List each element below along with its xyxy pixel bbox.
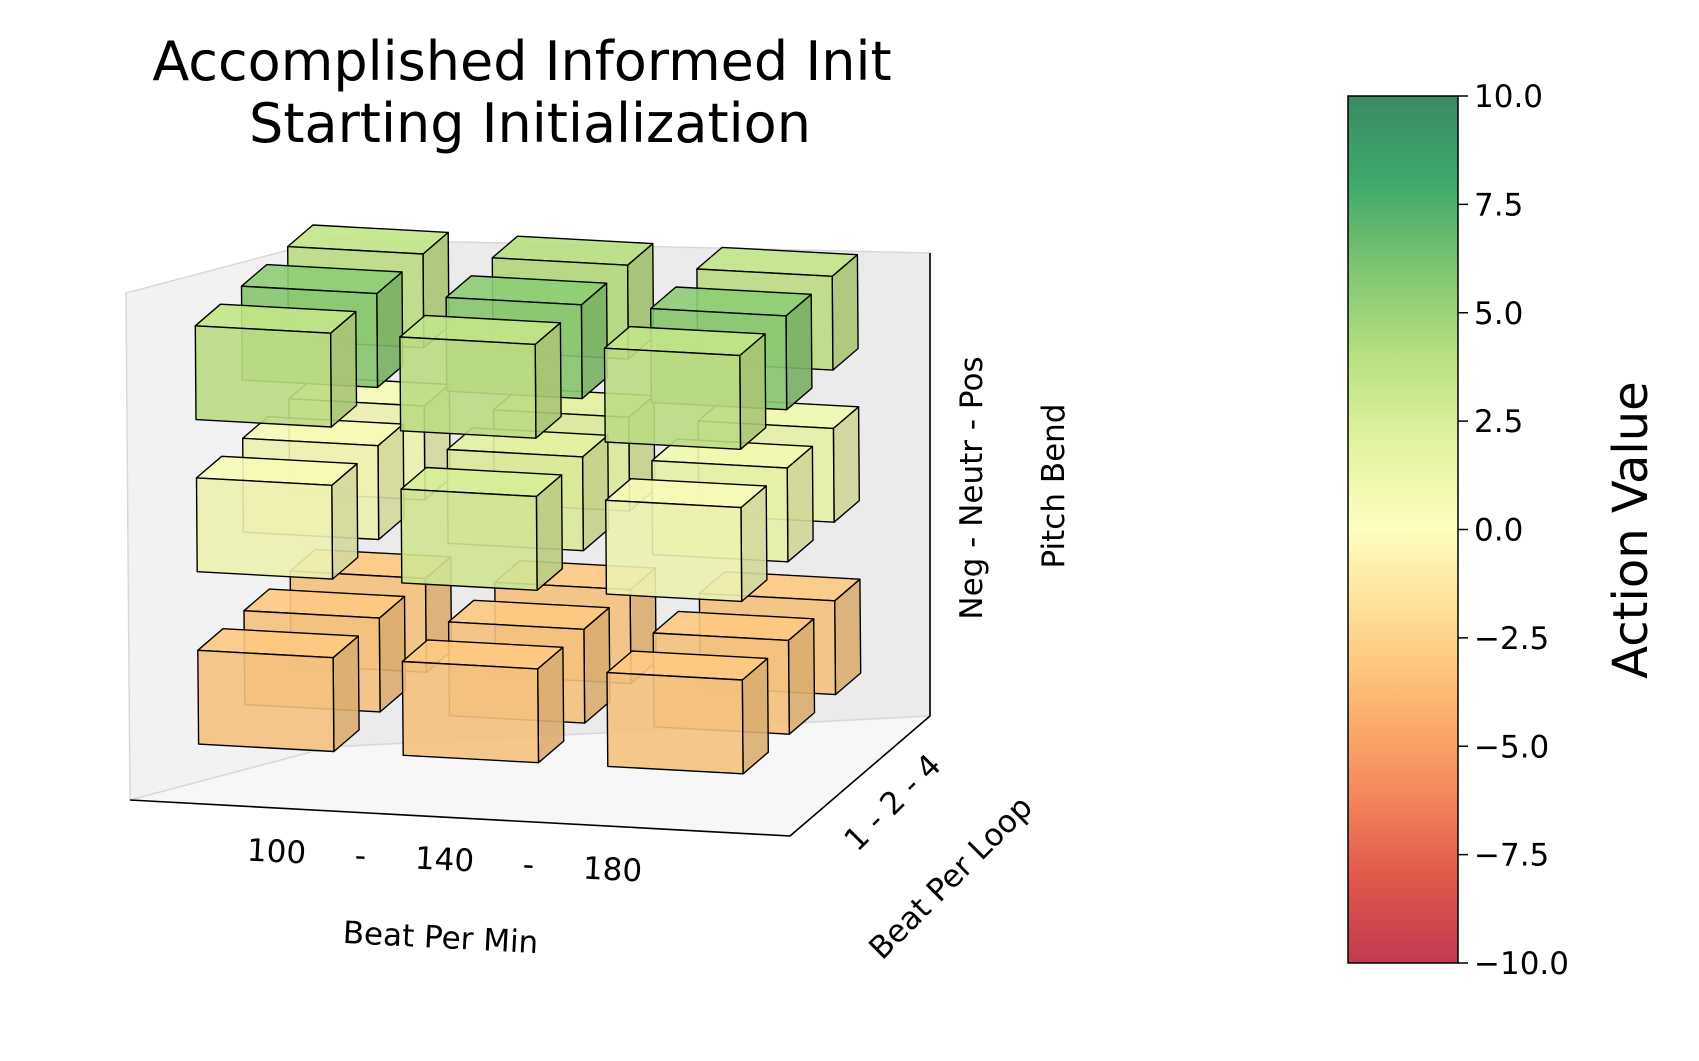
- x-axis-label: Beat Per Min: [342, 915, 539, 961]
- colorbar-tick-label: −10.0: [1474, 946, 1569, 982]
- bar-front-face: [399, 336, 537, 439]
- colorbar-tick-label: 0.0: [1474, 513, 1523, 549]
- colorbar-tick-label: −2.5: [1474, 621, 1549, 657]
- bar-front-face: [605, 499, 743, 603]
- colorbar-tick-label: 2.5: [1474, 404, 1523, 440]
- colorbar-tick-label: 10.0: [1474, 79, 1543, 115]
- bar-front-face: [197, 649, 335, 753]
- colorbar-tick-label: 7.5: [1474, 187, 1523, 223]
- colorbar: 10.0 7.5 5.0 2.5 0.0 −2.5 −5.0 −7.5 −10.0 Action…: [1347, 79, 1659, 982]
- colorbar-gradient: [1347, 95, 1459, 964]
- bar-neutr-bpl1-bpm100: [195, 455, 359, 580]
- bar-pos-bpl1-bpm100: [194, 303, 358, 428]
- bar-front-face: [401, 660, 540, 764]
- colorbar-ticks: 10.0 7.5 5.0 2.5 0.0 −2.5 −5.0 −7.5 −10.0: [1458, 79, 1569, 982]
- bar-front-face: [195, 477, 334, 580]
- chart-title-line-2: Starting Initialization: [249, 92, 811, 155]
- x-axis-line: [129, 799, 791, 837]
- colorbar-tick-label: −7.5: [1474, 838, 1549, 874]
- z-axis-label: Pitch Bend: [1036, 404, 1072, 569]
- bar-pos-bpl1-bpm140: [399, 314, 562, 439]
- z-tick-labels: Neg - Neutr - Pos: [954, 356, 990, 619]
- bar-neg-bpl1-bpm100: [197, 628, 360, 753]
- bar-front-face: [400, 488, 538, 591]
- x-tick-180: 180: [582, 850, 643, 889]
- bar-front-face: [194, 325, 332, 428]
- x-tick-sep-1: -: [354, 838, 367, 875]
- bar-neutr-bpl1-bpm140: [400, 466, 563, 591]
- bar-pos-bpl1-bpm180: [603, 325, 767, 450]
- y-axis-line: [789, 715, 931, 837]
- chart-title-line-1: Accomplished Informed Init: [152, 30, 891, 93]
- colorbar-tick-label: 5.0: [1474, 296, 1523, 332]
- axes-3d: 100 - 140 - 180 Beat Per Min 1 - 2 - 4 B…: [125, 224, 1072, 967]
- bar-neg-bpl1-bpm140: [401, 639, 565, 764]
- x-tick-100: 100: [246, 832, 307, 871]
- colorbar-tick-label: −5.0: [1474, 729, 1549, 765]
- x-tick-sep-2: -: [522, 847, 535, 884]
- bar-front-face: [606, 671, 744, 775]
- colorbar-label: Action Value: [1603, 381, 1659, 678]
- bars-group: [194, 224, 862, 775]
- bar-front-face: [603, 347, 742, 450]
- bar-neutr-bpl1-bpm180: [605, 478, 768, 603]
- bar-neg-bpl1-bpm180: [606, 650, 769, 775]
- x-tick-140: 140: [414, 840, 475, 879]
